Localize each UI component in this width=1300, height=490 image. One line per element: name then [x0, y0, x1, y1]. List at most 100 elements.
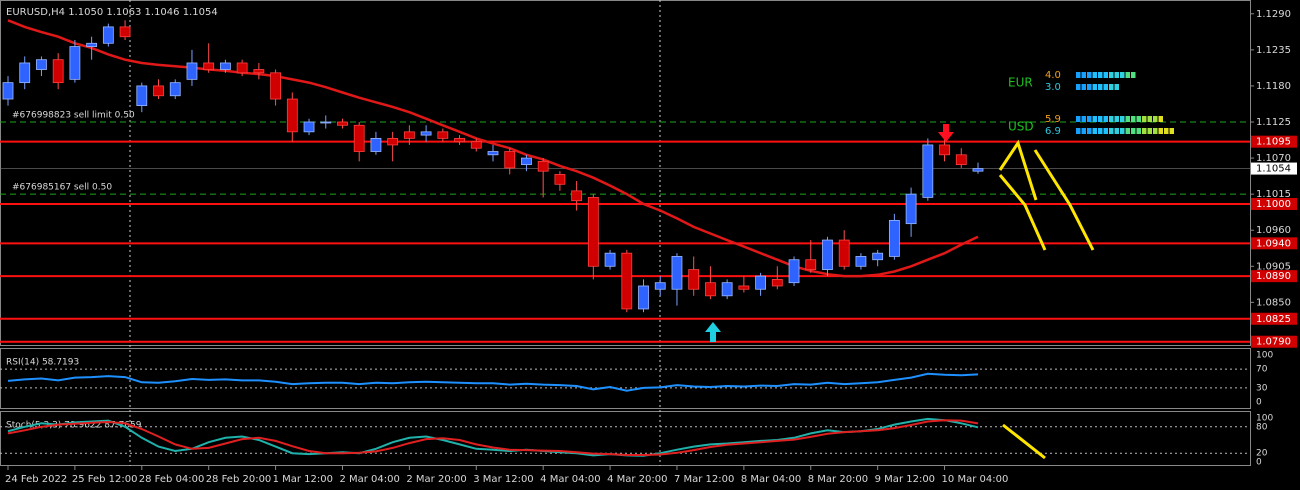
candle-body	[955, 154, 967, 166]
header: EURUSD,H4 1.1050 1.1063 1.1046 1.1054	[6, 7, 218, 18]
candle-body	[838, 239, 850, 267]
candle-body	[169, 82, 181, 97]
strength-cell	[1109, 72, 1114, 78]
forecast-arrows	[998, 139, 1095, 460]
candle-body	[788, 259, 800, 284]
level-label: 1.1000	[1256, 199, 1291, 210]
candle-body	[888, 219, 900, 257]
strength-cell	[1147, 116, 1152, 122]
candle-body	[136, 85, 148, 106]
strength-cell	[1098, 72, 1103, 78]
strength-cell	[1120, 72, 1125, 78]
moving-average	[7, 19, 979, 278]
candle-body	[688, 269, 700, 290]
strength-cell	[1153, 128, 1158, 134]
order-label: #676998823 sell limit 0.50	[12, 110, 135, 120]
candle-body	[771, 279, 783, 287]
candle-body	[504, 151, 516, 169]
candle-body	[705, 282, 716, 297]
candle-body	[905, 193, 917, 225]
x-tick-label: 2 Mar 04:00	[339, 474, 399, 485]
strength-bar	[1076, 116, 1163, 122]
stoch-tick-label: 0	[1256, 458, 1262, 468]
strength-cell	[1136, 116, 1141, 122]
candle-body	[738, 285, 750, 290]
candle-body	[186, 62, 198, 80]
y-tick-label: 1.0905	[1256, 261, 1291, 272]
stoch-panel	[0, 411, 1251, 466]
strength-cell	[1081, 128, 1086, 134]
arrow	[998, 174, 1047, 251]
strength-cell	[1103, 128, 1108, 134]
strength-cell	[1076, 128, 1081, 134]
strength-cell	[1125, 128, 1130, 134]
candle-body	[270, 72, 281, 100]
x-tick-label: 7 Mar 12:00	[674, 474, 734, 485]
strength-cell	[1131, 128, 1136, 134]
strength-cell	[1109, 128, 1114, 134]
strength-cell	[1142, 128, 1147, 134]
candle-body	[571, 190, 583, 202]
candle-body	[537, 160, 549, 172]
strength-cell	[1169, 128, 1174, 134]
x-tick-label: 2 Mar 20:00	[406, 474, 466, 485]
strength-bar	[1076, 84, 1119, 90]
level-tag	[1251, 197, 1297, 210]
candle-body	[454, 137, 465, 143]
x-tick-label: 8 Mar 20:00	[808, 474, 868, 485]
rsi-tick-label: 0	[1256, 398, 1262, 408]
y-tick-label: 1.1125	[1256, 117, 1291, 128]
y-tick-label: 1.1070	[1256, 153, 1291, 164]
strength-cell	[1087, 84, 1092, 90]
level-tag	[1251, 335, 1297, 348]
order-label: #676985167 sell 0.50	[12, 183, 112, 193]
candle-body	[303, 121, 315, 133]
strength-cell	[1081, 116, 1086, 122]
strength-cell	[1142, 116, 1147, 122]
level-tag	[1251, 237, 1297, 250]
candle-body	[721, 282, 733, 297]
candle-body	[872, 252, 884, 261]
candle-body	[621, 252, 633, 310]
strength-cell	[1092, 116, 1097, 122]
x-tick-label: 4 Mar 04:00	[540, 474, 600, 485]
rsi-tick-label: 70	[1256, 365, 1268, 375]
candle-body	[403, 131, 415, 139]
rsi-line	[7, 372, 979, 392]
y-tick-label: 1.1290	[1256, 9, 1291, 20]
strength-cell	[1120, 128, 1125, 134]
arrow	[1033, 149, 1095, 251]
candle-body	[554, 174, 566, 185]
strength-cell	[1114, 116, 1119, 122]
candle-body	[286, 98, 298, 133]
candle-body	[387, 137, 399, 146]
candle-body	[654, 282, 666, 290]
candle-body	[337, 121, 348, 126]
y-tick-label: 1.0850	[1256, 297, 1291, 308]
strength-label: 3.0	[1045, 82, 1061, 93]
strength-cell	[1136, 128, 1141, 134]
candle-body	[153, 85, 164, 97]
candle-body	[805, 259, 817, 270]
arrow	[998, 139, 1038, 201]
strength-cell	[1098, 116, 1103, 122]
strength-cell	[1103, 116, 1108, 122]
strength-cell	[1092, 84, 1097, 90]
strength-cell	[1125, 116, 1130, 122]
candle-body	[102, 26, 114, 44]
level-label: 1.1095	[1256, 137, 1291, 148]
strength-cell	[1081, 84, 1086, 90]
main-panel	[0, 0, 1251, 346]
candle-body	[320, 121, 332, 124]
strength-cell	[1114, 72, 1119, 78]
candle-body	[470, 141, 482, 149]
stoch-title: Stoch(5,3,3) 78.9622 87.7659	[6, 421, 142, 431]
candle-body	[939, 144, 950, 156]
strength-cell	[1153, 116, 1158, 122]
candle-body	[36, 59, 47, 70]
stoch-tick-label: 80	[1256, 422, 1268, 432]
strength-cell	[1164, 128, 1169, 134]
candle-body	[52, 59, 64, 84]
strength-cell	[1120, 116, 1125, 122]
stoch-line	[7, 417, 979, 457]
